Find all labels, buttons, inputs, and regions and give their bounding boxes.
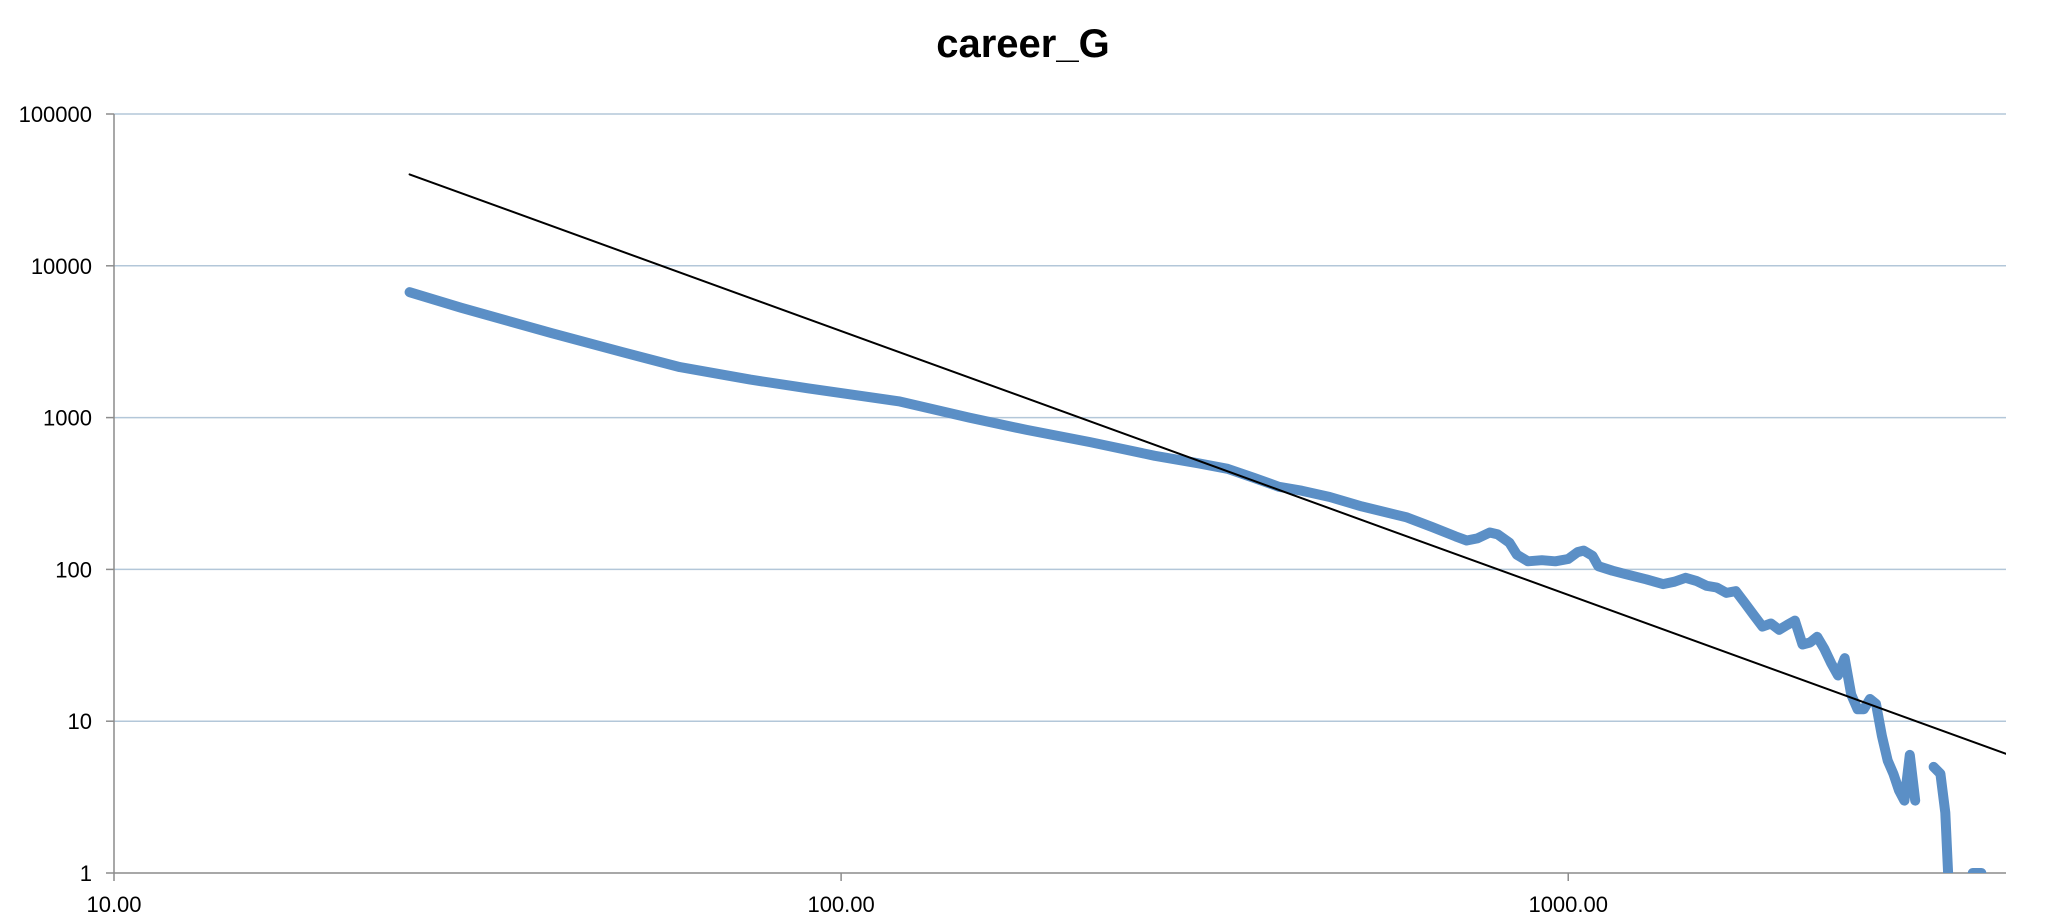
x-tick-label: 1000.00 [1528,892,1608,917]
y-tick-label: 100000 [19,102,92,127]
y-tick-label: 10000 [31,254,92,279]
y-tick-label: 1000 [43,406,92,431]
data-series-line [1928,761,1954,873]
chart-title: career_G [936,22,1110,66]
grid-layer [114,113,2006,722]
y-tick-label: 1 [80,861,92,886]
series-layer [404,173,2006,873]
x-tick-label: 100.00 [807,892,874,917]
tick-label-layer: 1 10 100 1000 10000 100000 10.00 100.00 1000.00 [19,102,1608,917]
axis-layer [106,113,2006,881]
y-tick-label: 100 [55,557,92,582]
x-tick-label: 10.00 [86,892,141,917]
data-series-line [404,287,1921,806]
y-tick-label: 10 [68,709,92,734]
fit-line [408,173,2006,755]
